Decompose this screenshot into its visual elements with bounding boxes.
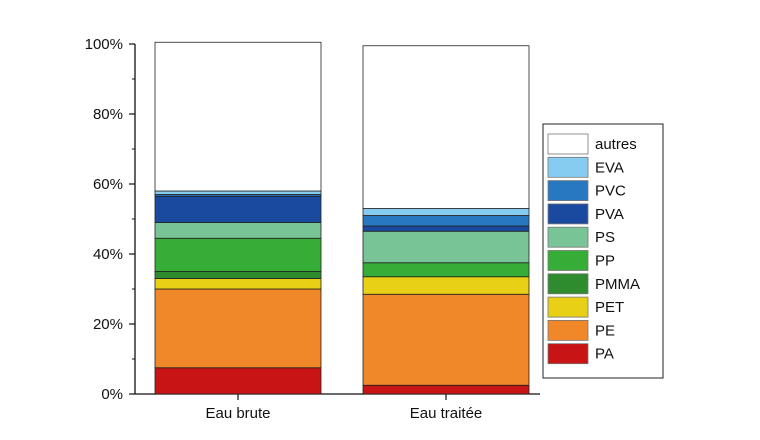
bars (154, 41, 530, 395)
legend-label: EVA (595, 159, 624, 176)
y-tick-label: 40% (93, 246, 123, 263)
legend-item-pva: PVA (547, 203, 624, 225)
y-tick-label: 0% (101, 386, 123, 403)
legend-item-pp: PP (547, 250, 615, 271)
y-tick-label: 80% (93, 106, 123, 123)
legend-label: PET (595, 299, 624, 316)
legend-item-pvc: PVC (547, 180, 626, 202)
legend-swatch (547, 296, 589, 318)
legend-item-pmma: PMMA (547, 273, 640, 295)
legend-label: PE (595, 322, 615, 339)
legend-item-pet: PET (547, 296, 624, 318)
legend-swatch (547, 250, 589, 271)
legend: autres EVA PVC PVA PS PP PMMA PET PE PA (542, 123, 664, 379)
bar-stack-2 (362, 45, 530, 395)
bar-segment-pa (154, 367, 322, 395)
bar-segment-pa (362, 384, 530, 395)
bar-segment-autres (154, 41, 322, 192)
bar-segment-ps (362, 230, 530, 264)
legend-swatch (547, 226, 589, 248)
legend-swatch (547, 156, 589, 178)
legend-label: autres (595, 136, 637, 153)
x-category-label: Eau traitée (410, 405, 483, 422)
bar-segment-autres (362, 45, 530, 209)
bar-segment-pe (362, 293, 530, 386)
legend-item-pe: PE (547, 319, 615, 341)
legend-label: PVC (595, 183, 626, 200)
legend-item-ps: PS (547, 226, 615, 248)
y-tick-label: 100% (85, 36, 123, 53)
legend-swatch (547, 203, 589, 225)
bar-segment-pet (154, 278, 322, 290)
legend-item-eva: EVA (547, 156, 624, 178)
bar-segment-pe (154, 288, 322, 369)
legend-item-autres: autres (547, 133, 637, 155)
legend-label: PVA (595, 206, 624, 223)
legend-label: PP (595, 253, 615, 270)
bar-stack-1 (154, 41, 322, 395)
legend-swatch (547, 273, 589, 295)
x-category-label: Eau brute (205, 405, 270, 422)
axes: 0% 20% 40% 60% 80% 100% Eau brute Eau traitée (85, 36, 540, 422)
bar-segment-pet (362, 276, 530, 295)
bar-segment-pmma (154, 271, 322, 279)
legend-swatch (547, 133, 589, 155)
bar-segment-eva (362, 208, 530, 216)
legend-swatch (547, 180, 589, 202)
legend-label: PA (595, 346, 614, 363)
y-tick-label: 20% (93, 316, 123, 333)
legend-item-pa: PA (547, 343, 614, 365)
legend-swatch (547, 319, 589, 341)
bar-segment-pva (154, 195, 322, 223)
bar-segment-pvc (362, 215, 530, 227)
legend-label: PMMA (595, 276, 640, 293)
legend-swatch (547, 343, 589, 365)
y-tick-label: 60% (93, 176, 123, 193)
bar-segment-ps (154, 222, 322, 239)
bar-segment-pp (362, 262, 530, 278)
legend-label: PS (595, 229, 615, 246)
bar-segment-pp (154, 237, 322, 272)
bar-segment-eva (154, 190, 322, 195)
bar-segment-pva (362, 225, 530, 232)
